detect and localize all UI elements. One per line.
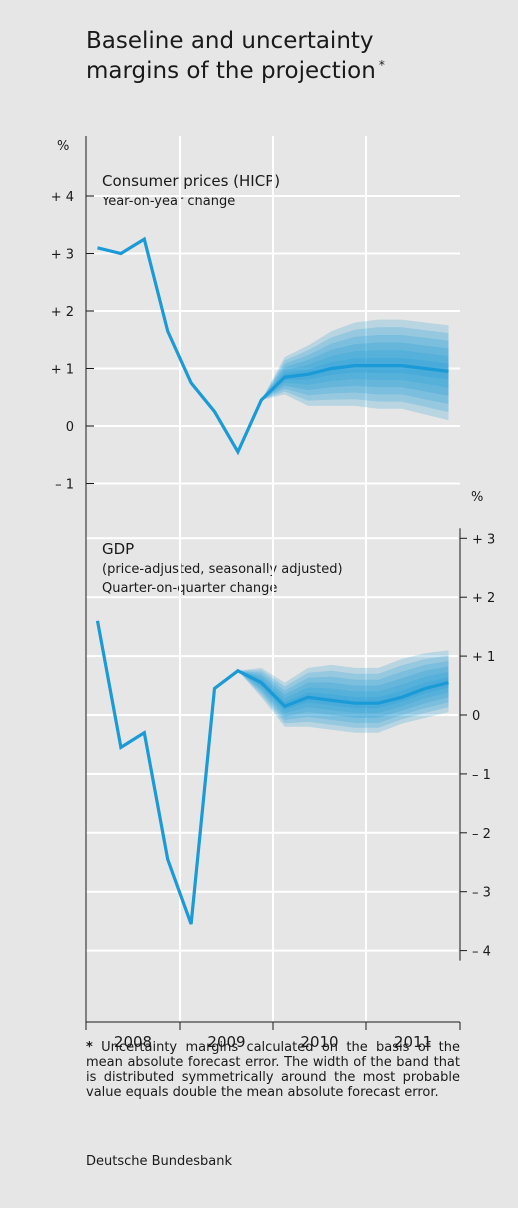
panel1-y-tick-label: + 4 [51, 190, 74, 205]
panel1-y-tick-label: 0 [66, 420, 74, 435]
uncertainty-bands [237, 319, 449, 733]
x-tick-label: 2009 [207, 1033, 245, 1051]
x-tick-label: 2011 [394, 1033, 432, 1051]
source-label: Deutsche Bundesbank [86, 1154, 233, 1169]
panel1-uncertainty-band [261, 350, 449, 401]
panel1-title: Consumer prices (HICP) [102, 172, 280, 190]
panel2-title: GDP [102, 540, 134, 558]
chart-title-line2: margins of the projection * [86, 58, 385, 84]
panel2-uncertainty-band [237, 650, 449, 733]
panel1-uncertainty-band [261, 342, 449, 401]
footnote: * Uncertainty margins calculated on the … [86, 1040, 460, 1100]
footnote-text: Uncertainty margins calculated on the ba… [86, 1040, 460, 1100]
x-tick-label: 2010 [300, 1033, 338, 1051]
panel1-y-tick-label: + 1 [51, 363, 74, 378]
panel2-y-tick-label: – 1 [472, 768, 491, 783]
panel2-uncertainty-band [237, 655, 449, 728]
panel2-baseline-line [95, 620, 449, 925]
panel1-baseline-line [97, 236, 449, 456]
panel2-subtitle-line2: Quarter-on-quarter change [102, 581, 277, 596]
panel1-unit-label: % [57, 139, 69, 154]
chart-title-line1: Baseline and uncertainty [86, 28, 374, 54]
axis-layer: 2008 2009 2010 2011 + 4 + 3 + 2 + 1 0 – 1 + 3 + 2 + … [51, 136, 495, 1051]
panel2-y-tick-label: – 2 [472, 827, 491, 842]
panel1-y-tick-label: + 2 [51, 305, 74, 320]
panel2-y-tick-label: + 2 [472, 591, 495, 606]
panel1-uncertainty-band [261, 358, 449, 401]
panel2-uncertainty-band [237, 661, 449, 723]
panel1-y-tick-label: – 1 [55, 478, 74, 493]
footnote-star: * [86, 1040, 93, 1055]
panel2-y-tick-label: + 3 [472, 532, 495, 547]
panel2-subtitle-line1: (price-adjusted, seasonally adjusted) [102, 562, 343, 577]
panel1-subtitle: Year-on-year change [101, 194, 235, 209]
panel2-y-tick-label: + 1 [472, 650, 495, 665]
panel1-y-tick-label: + 3 [51, 248, 74, 263]
grid-layer [86, 136, 460, 1022]
panel1-uncertainty-band [261, 335, 449, 404]
panel2-y-tick-label: – 4 [472, 945, 491, 960]
title-footnote-star: * [379, 58, 385, 72]
panel2-y-tick-label: – 3 [472, 886, 491, 901]
panel1-uncertainty-band [261, 319, 449, 421]
panel1-uncertainty-band [261, 327, 449, 413]
panel2-unit-label: % [471, 490, 483, 505]
x-tick-label: 2008 [114, 1033, 152, 1051]
baseline-lines [95, 236, 449, 925]
panel2-y-tick-label: 0 [472, 709, 480, 724]
